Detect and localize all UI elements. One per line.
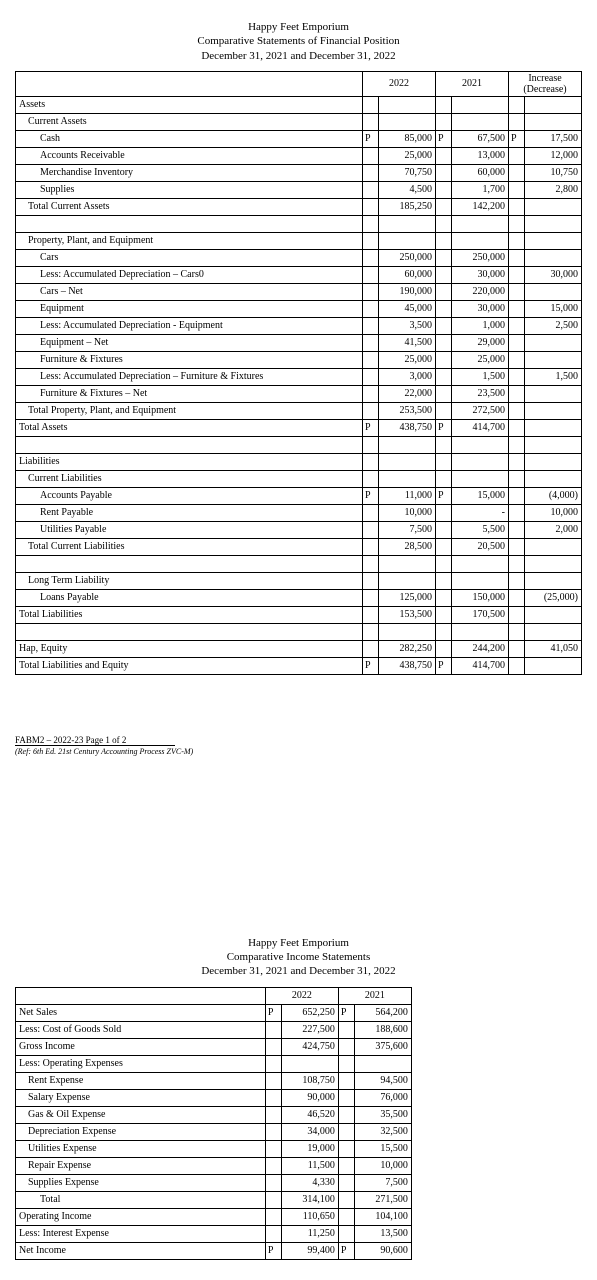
rep-label: Repair Expense	[16, 1157, 266, 1174]
is-title: Happy Feet Emporium Comparative Income S…	[15, 936, 582, 979]
adeq-label: Less: Accumulated Depreciation - Equipme…	[16, 317, 363, 334]
current-assets: Current Assets	[16, 113, 363, 130]
is-date: December 31, 2021 and December 31, 2022	[15, 964, 582, 978]
cogs-label: Less: Cost of Goods Sold	[16, 1021, 266, 1038]
col-2022: 2022	[363, 71, 436, 96]
statement-name: Comparative Statements of Financial Posi…	[15, 34, 582, 48]
util-label: Utilities Expense	[16, 1140, 266, 1157]
carsnet-label: Cars – Net	[16, 283, 363, 300]
sal-label: Salary Expense	[16, 1089, 266, 1106]
ff-label: Furniture & Fixtures	[16, 351, 363, 368]
adcars-label: Less: Accumulated Depreciation – Cars0	[16, 266, 363, 283]
is-company: Happy Feet Emporium	[15, 936, 582, 950]
is-col-2021: 2021	[338, 987, 411, 1004]
ltl-label: Long Term Liability	[16, 572, 363, 589]
up-label: Utilities Payable	[16, 521, 363, 538]
eq-label: Hap, Equity	[16, 640, 363, 657]
oi-label: Operating Income	[16, 1208, 266, 1225]
inv-label: Merchandise Inventory	[16, 164, 363, 181]
sfp-title: Happy Feet Emporium Comparative Statemen…	[15, 20, 582, 63]
gi-label: Gross Income	[16, 1038, 266, 1055]
supx-label: Supplies Expense	[16, 1174, 266, 1191]
lp-label: Loans Payable	[16, 589, 363, 606]
sfp-table: 2022 2021 Increase (Decrease) Assets Cur…	[15, 71, 582, 675]
eqnet-label: Equipment – Net	[16, 334, 363, 351]
equip-label: Equipment	[16, 300, 363, 317]
tot-label: Total	[16, 1191, 266, 1208]
assets-header: Assets	[16, 96, 363, 113]
ns-label: Net Sales	[16, 1004, 266, 1021]
tcl-label: Total Current Liabilities	[16, 538, 363, 555]
col-2021: 2021	[436, 71, 509, 96]
is-statement: Comparative Income Statements	[15, 950, 582, 964]
ni-label: Net Income	[16, 1242, 266, 1259]
footer-line2: (Ref: 6th Ed. 21st Century Accounting Pr…	[15, 747, 193, 756]
is-col-2022: 2022	[265, 987, 338, 1004]
ar-label: Accounts Receivable	[16, 147, 363, 164]
footer: FABM2 – 2022-23 Page 1 of 2 (Ref: 6th Ed…	[15, 735, 582, 756]
dep-label: Depreciation Expense	[16, 1123, 266, 1140]
cash-label: Cash	[16, 130, 363, 147]
cars-label: Cars	[16, 249, 363, 266]
adff-label: Less: Accumulated Depreciation – Furnitu…	[16, 368, 363, 385]
opex-label: Less: Operating Expenses	[16, 1055, 266, 1072]
tle-label: Total Liabilities and Equity	[16, 657, 363, 674]
rent-label: Rent Expense	[16, 1072, 266, 1089]
sup-label: Supplies	[16, 181, 363, 198]
intx-label: Less: Interest Expense	[16, 1225, 266, 1242]
tppe-label: Total Property, Plant, and Equipment	[16, 402, 363, 419]
ppe-label: Property, Plant, and Equipment	[16, 232, 363, 249]
is-table: 2022 2021 Net SalesP652,250P564,200 Less…	[15, 987, 412, 1260]
header-row: 2022 2021 Increase (Decrease)	[16, 71, 582, 96]
cl-label: Current Liabilities	[16, 470, 363, 487]
gas-label: Gas & Oil Expense	[16, 1106, 266, 1123]
ta-label: Total Assets	[16, 419, 363, 436]
tl-label: Total Liabilities	[16, 606, 363, 623]
col-change: Increase (Decrease)	[509, 71, 582, 96]
ffnet-label: Furniture & Fixtures – Net	[16, 385, 363, 402]
tca-label: Total Current Assets	[16, 198, 363, 215]
liab-label: Liabilities	[16, 453, 363, 470]
footer-line1: FABM2 – 2022-23 Page 1 of 2	[15, 735, 126, 745]
statement-date: December 31, 2021 and December 31, 2022	[15, 49, 582, 63]
rp-label: Rent Payable	[16, 504, 363, 521]
company-name: Happy Feet Emporium	[15, 20, 582, 34]
ap-label: Accounts Payable	[16, 487, 363, 504]
